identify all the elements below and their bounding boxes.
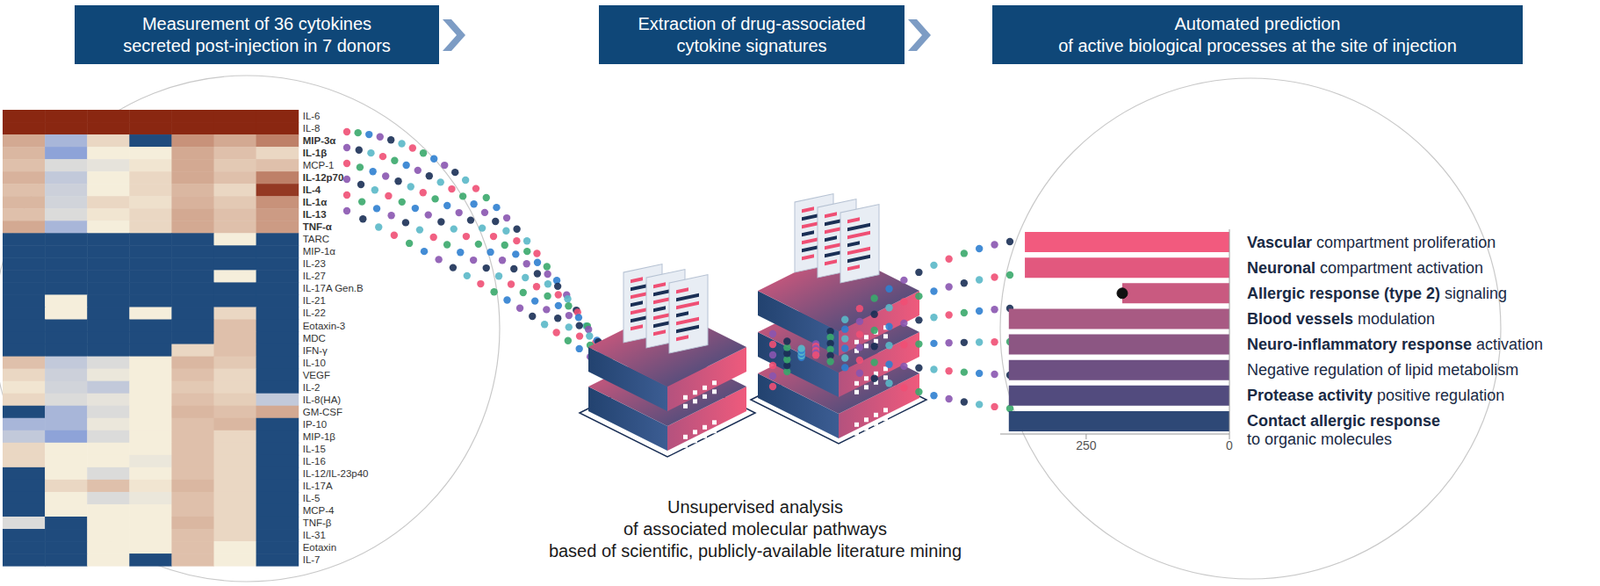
svg-text:IL-8: IL-8: [302, 122, 321, 134]
svg-text:IL-15: IL-15: [302, 443, 326, 455]
svg-text:TNF-α: TNF-α: [302, 221, 332, 232]
svg-text:IL-10: IL-10: [302, 357, 326, 368]
svg-text:IL-17A: IL-17A: [302, 480, 333, 491]
svg-text:MCP-1: MCP-1: [302, 159, 335, 171]
svg-text:Negative regulation of lipid m: Negative regulation of lipid metabolism: [1246, 360, 1519, 379]
svg-text:based of scientific, publicly-: based of scientific, publicly-available …: [548, 540, 962, 561]
svg-text:IL-27: IL-27: [302, 270, 326, 282]
svg-text:Extraction of drug-associated: Extraction of drug-associated: [637, 14, 865, 34]
svg-text:MDC: MDC: [302, 332, 326, 344]
svg-text:Allergic response (type 2) sig: Allergic response (type 2) signaling: [1246, 284, 1507, 303]
svg-text:Vascular compartment prolifera: Vascular compartment proliferation: [1246, 233, 1496, 252]
svg-text:MCP-4: MCP-4: [302, 504, 335, 516]
svg-text:IL-5: IL-5: [302, 492, 321, 504]
svg-text:IL-4: IL-4: [302, 184, 322, 195]
svg-text:IL-17A Gen.B: IL-17A Gen.B: [302, 282, 364, 294]
svg-text:IL-16: IL-16: [302, 455, 326, 467]
svg-text:IL-12p70: IL-12p70: [302, 172, 345, 183]
svg-text:IL-8(HA): IL-8(HA): [302, 394, 342, 405]
svg-text:IP-10: IP-10: [302, 418, 328, 430]
svg-text:cytokine signatures: cytokine signatures: [676, 36, 827, 56]
svg-text:IL-22: IL-22: [302, 307, 326, 318]
svg-text:IL-1α: IL-1α: [302, 196, 328, 208]
svg-text:250: 250: [1075, 438, 1097, 453]
svg-text:secreted post-injection in 7 d: secreted post-injection in 7 donors: [122, 36, 391, 56]
svg-text:IL-6: IL-6: [302, 110, 321, 122]
svg-text:TNF-β: TNF-β: [302, 517, 332, 528]
svg-text:of active biological processes: of active biological processes at the si…: [1058, 36, 1457, 56]
svg-text:Unsupervised analysis: Unsupervised analysis: [667, 497, 844, 517]
svg-text:Protease activity positive reg: Protease activity positive regulation: [1246, 386, 1505, 404]
svg-text:IFN-γ: IFN-γ: [302, 345, 328, 356]
svg-text:Blood vessels modulation: Blood vessels modulation: [1246, 309, 1435, 328]
svg-text:IL-23: IL-23: [302, 258, 326, 269]
svg-text:IL-7: IL-7: [302, 554, 321, 565]
svg-text:IL-31: IL-31: [302, 529, 326, 541]
svg-text:Eotaxin: Eotaxin: [302, 541, 337, 553]
svg-text:0: 0: [1225, 438, 1233, 453]
svg-text:IL-1β: IL-1β: [302, 147, 327, 159]
svg-text:IL-21: IL-21: [302, 295, 326, 306]
svg-text:Contact allergic response: Contact allergic response: [1246, 411, 1441, 430]
svg-text:GM-CSF: GM-CSF: [302, 406, 343, 418]
svg-text:TARC: TARC: [302, 233, 330, 245]
svg-text:IL-2: IL-2: [302, 381, 321, 393]
svg-text:of associated molecular pathwa: of associated molecular pathways: [623, 518, 887, 539]
svg-text:to organic molecules: to organic molecules: [1246, 430, 1392, 448]
svg-text:Measurement of 36 cytokines: Measurement of 36 cytokines: [142, 14, 372, 34]
svg-text:IL-13: IL-13: [302, 209, 327, 220]
svg-text:VEGF: VEGF: [302, 369, 331, 381]
svg-text:IL-12/IL-23p40: IL-12/IL-23p40: [302, 468, 369, 479]
svg-text:MIP-1α: MIP-1α: [302, 245, 337, 257]
svg-text:Automated prediction: Automated prediction: [1174, 14, 1341, 34]
svg-text:MIP-1β: MIP-1β: [302, 431, 337, 442]
svg-text:Neuro-inflammatory response ac: Neuro-inflammatory response activation: [1246, 335, 1543, 354]
svg-text:Neuronal compartment activatio: Neuronal compartment activation: [1246, 259, 1484, 277]
svg-text:Eotaxin-3: Eotaxin-3: [302, 320, 346, 332]
svg-text:MIP-3α: MIP-3α: [302, 135, 337, 146]
